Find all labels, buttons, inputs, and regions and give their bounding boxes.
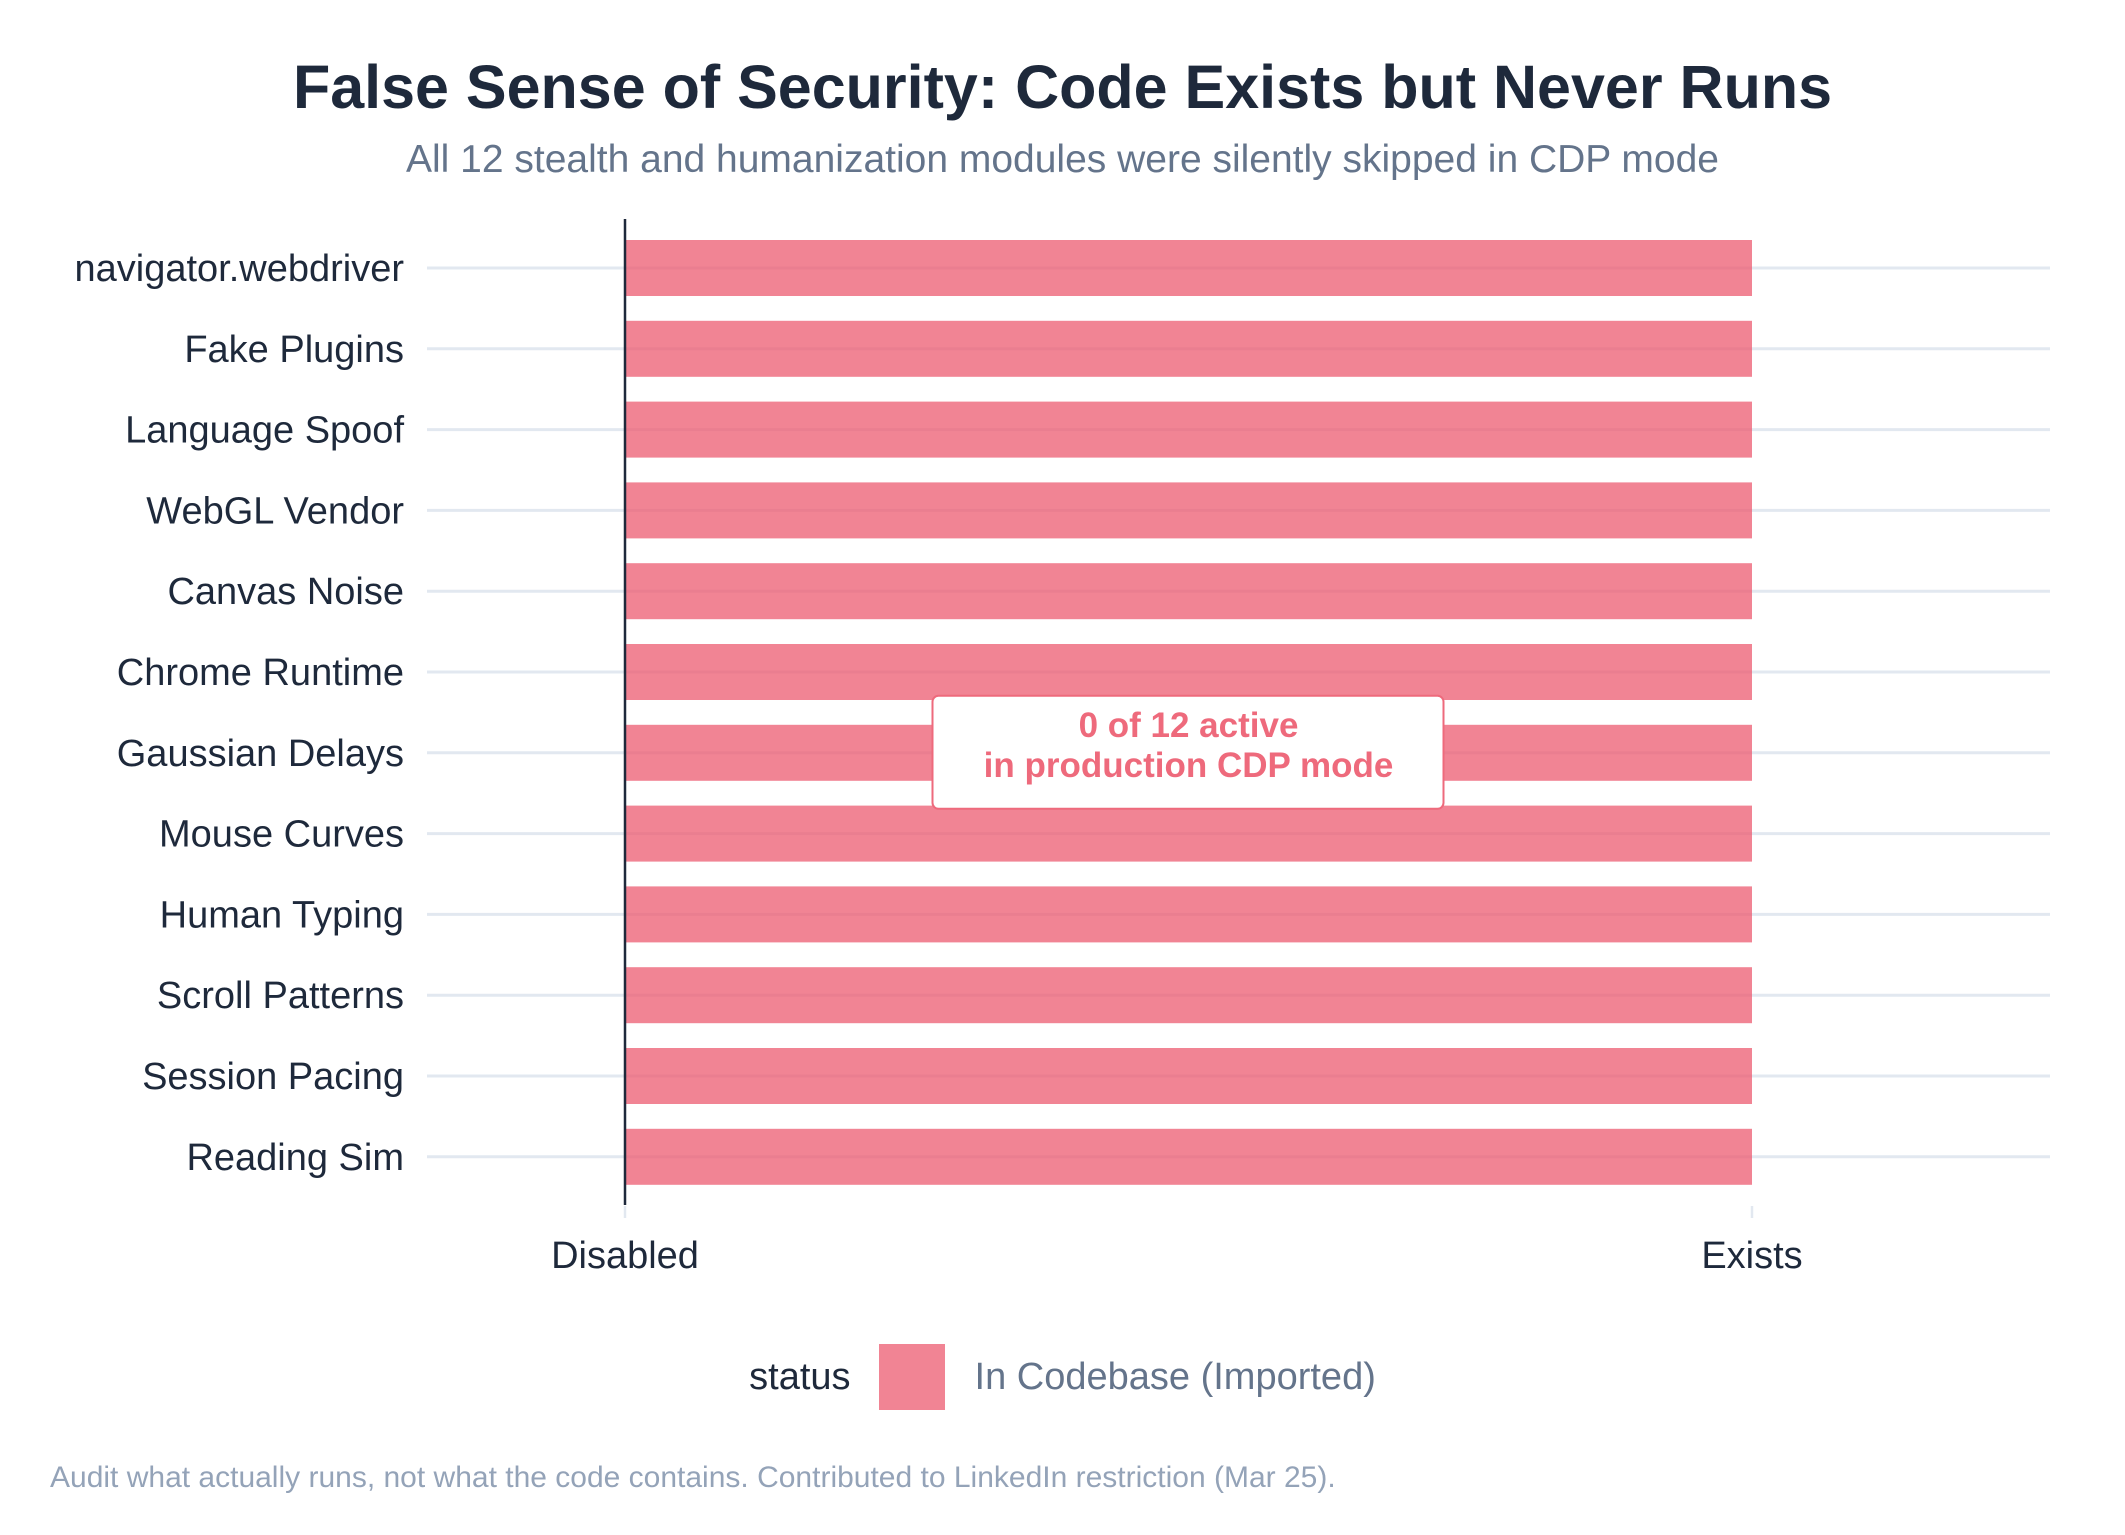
y-tick-label: WebGL Vendor bbox=[146, 490, 404, 532]
legend-label: In Codebase (Imported) bbox=[974, 1355, 1376, 1398]
bar bbox=[625, 482, 1752, 539]
annotation-line-1: 0 of 12 active bbox=[1079, 706, 1299, 745]
y-tick-label: Reading Sim bbox=[186, 1137, 404, 1179]
y-axis-labels: navigator.webdriver Fake Plugins Language … bbox=[74, 248, 404, 1179]
bar bbox=[625, 805, 1752, 862]
y-tick-label: Chrome Runtime bbox=[117, 652, 404, 694]
y-tick-label: Human Typing bbox=[160, 894, 404, 936]
chart-subtitle: All 12 stealth and humanization modules … bbox=[406, 138, 1719, 181]
footer-caption: Audit what actually runs, not what the c… bbox=[50, 1461, 1336, 1494]
x-tick-label: Exists bbox=[1701, 1235, 1802, 1277]
annotation-callout: 0 of 12 active in production CDP mode bbox=[931, 694, 1445, 810]
y-tick-label: Gaussian Delays bbox=[117, 733, 404, 775]
bar bbox=[625, 644, 1752, 700]
bar bbox=[625, 401, 1752, 458]
y-tick-label: Fake Plugins bbox=[184, 329, 404, 371]
y-tick-label: Session Pacing bbox=[142, 1056, 404, 1098]
bar bbox=[625, 1128, 1752, 1185]
chart-title: False Sense of Security: Code Exists but… bbox=[292, 53, 1833, 121]
bar bbox=[625, 1048, 1752, 1104]
y-tick-label: Canvas Noise bbox=[167, 571, 404, 613]
y-tick-label: Scroll Patterns bbox=[157, 975, 404, 1017]
x-axis-ticks: Disabled Exists bbox=[551, 1206, 1803, 1277]
bar bbox=[625, 240, 1752, 296]
legend-title: status bbox=[749, 1355, 851, 1398]
x-tick-label: Disabled bbox=[551, 1235, 699, 1277]
y-tick-label: Mouse Curves bbox=[159, 814, 404, 856]
annotation-line-2: in production CDP mode bbox=[984, 746, 1394, 785]
y-tick-label: Language Spoof bbox=[125, 410, 404, 452]
annotation-box bbox=[931, 694, 1445, 810]
bar bbox=[625, 886, 1752, 943]
legend-swatch bbox=[878, 1344, 945, 1410]
bar bbox=[625, 320, 1752, 377]
bar bbox=[625, 967, 1752, 1024]
y-tick-label: navigator.webdriver bbox=[74, 248, 404, 290]
legend: status In Codebase (Imported) bbox=[0, 1344, 2125, 1410]
bar bbox=[625, 563, 1752, 620]
